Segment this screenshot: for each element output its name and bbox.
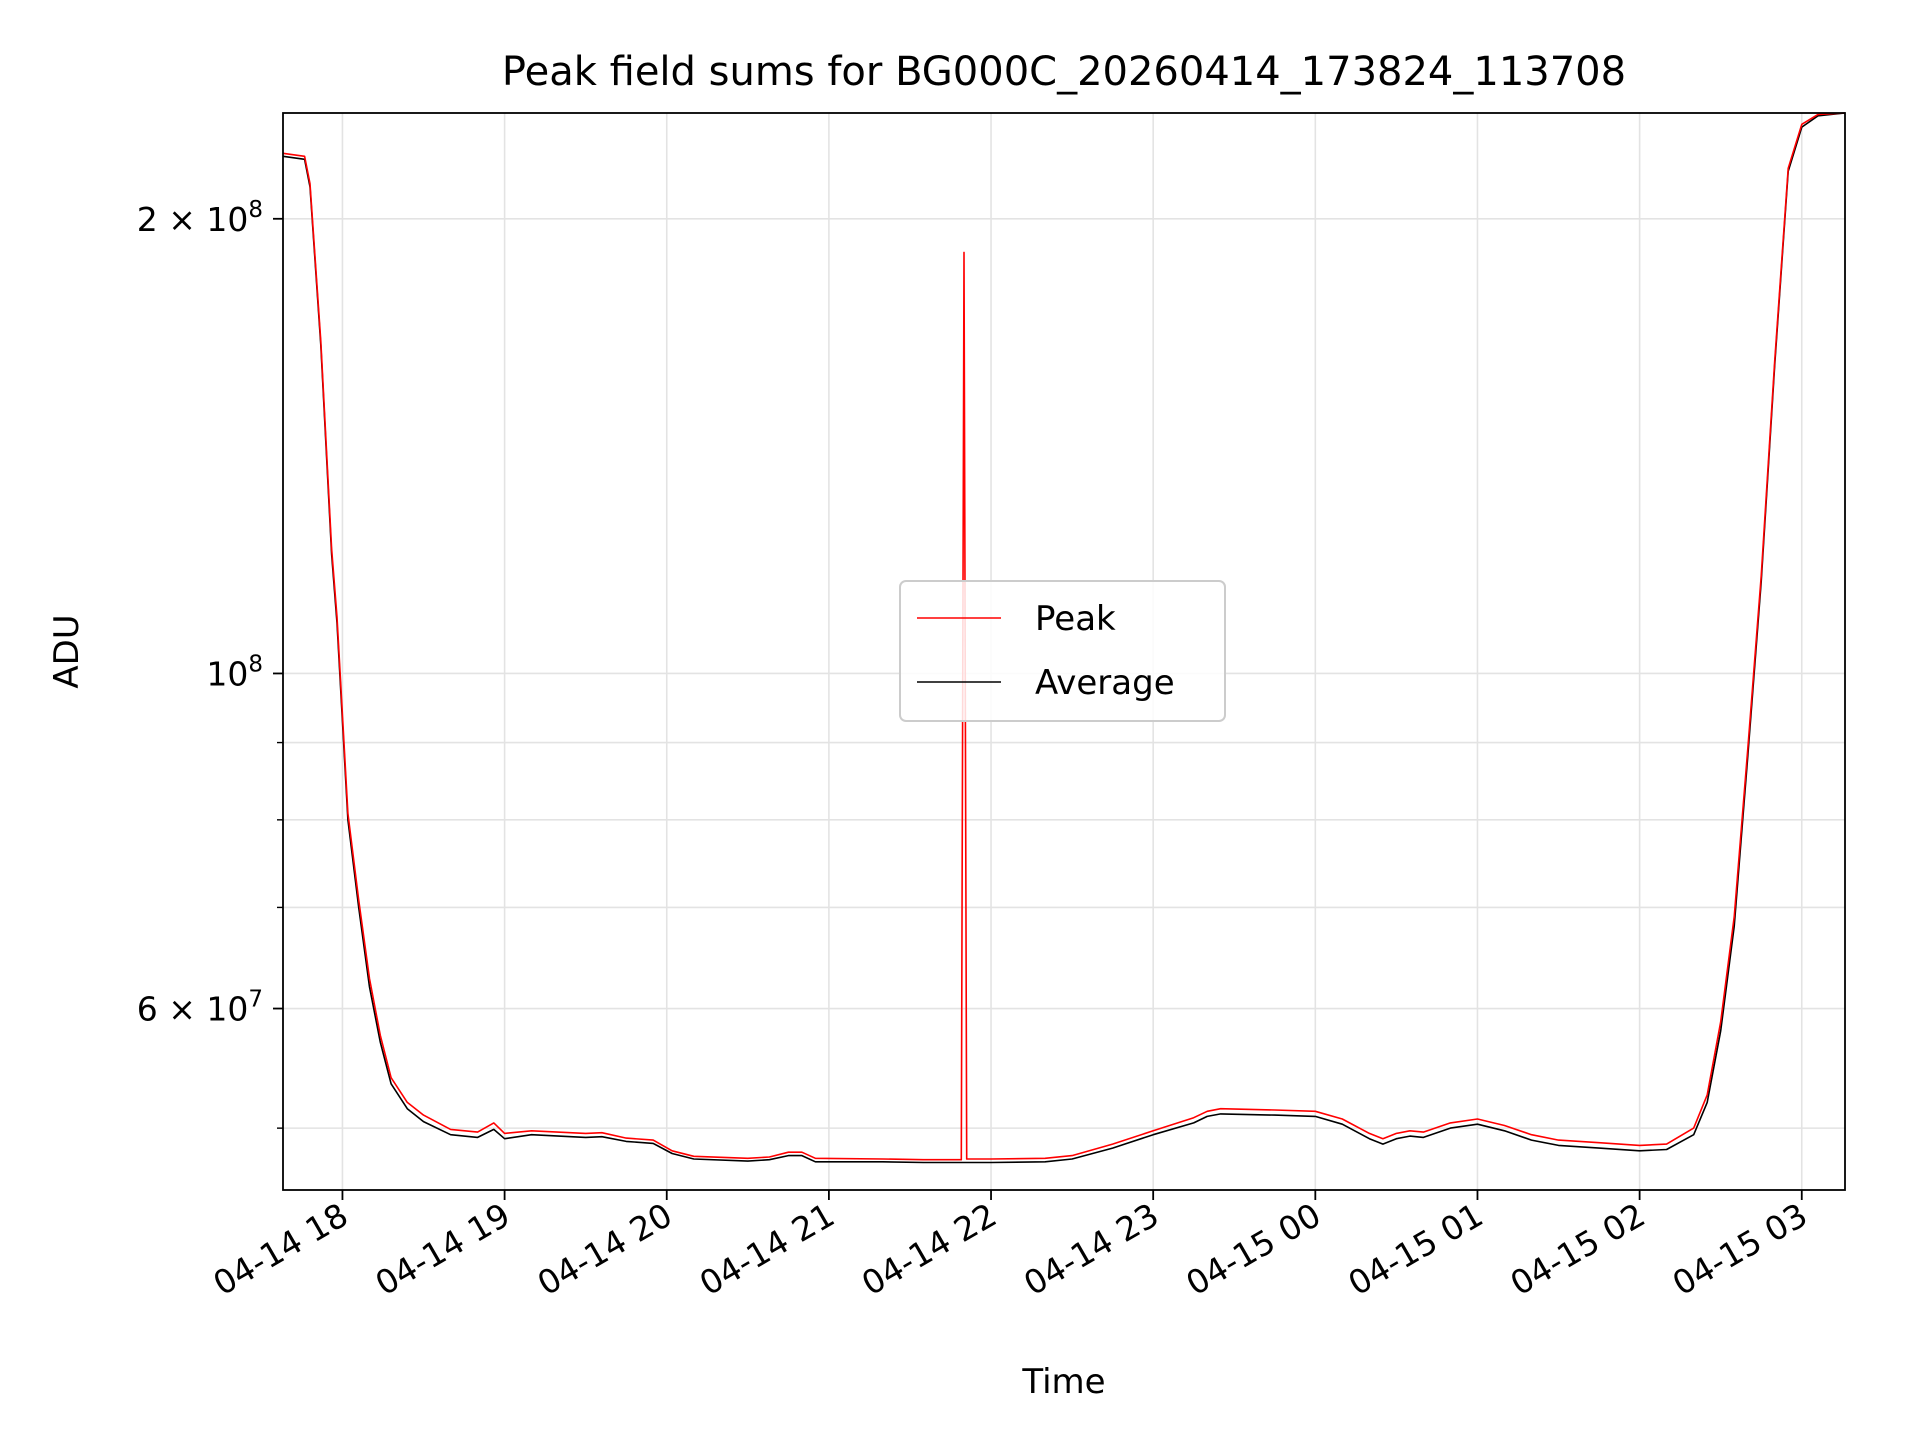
series-line-average (282, 112, 1846, 1164)
y-tick-label: 6 × 107 (137, 987, 263, 1029)
legend: Peak Average (899, 580, 1226, 722)
y-tick-label: 108 (206, 651, 263, 693)
y-tick-label: 2 × 108 (137, 197, 263, 239)
y-axis-ticks: 6 × 107 108 2 × 108 (137, 197, 283, 1129)
legend-label-average: Average (1035, 663, 1175, 703)
x-axis-label: Time (1021, 1362, 1105, 1402)
y-axis-label: ADU (47, 614, 87, 688)
plot-frame (282, 112, 1846, 1191)
legend-box (899, 580, 1226, 722)
series-line-peak (282, 112, 1846, 1161)
grid-lines (283, 113, 1845, 1190)
chart-title: Peak field sums for BG000C_20260414_1738… (502, 49, 1626, 95)
legend-label-peak: Peak (1035, 599, 1116, 639)
series-layer (282, 112, 1846, 1164)
